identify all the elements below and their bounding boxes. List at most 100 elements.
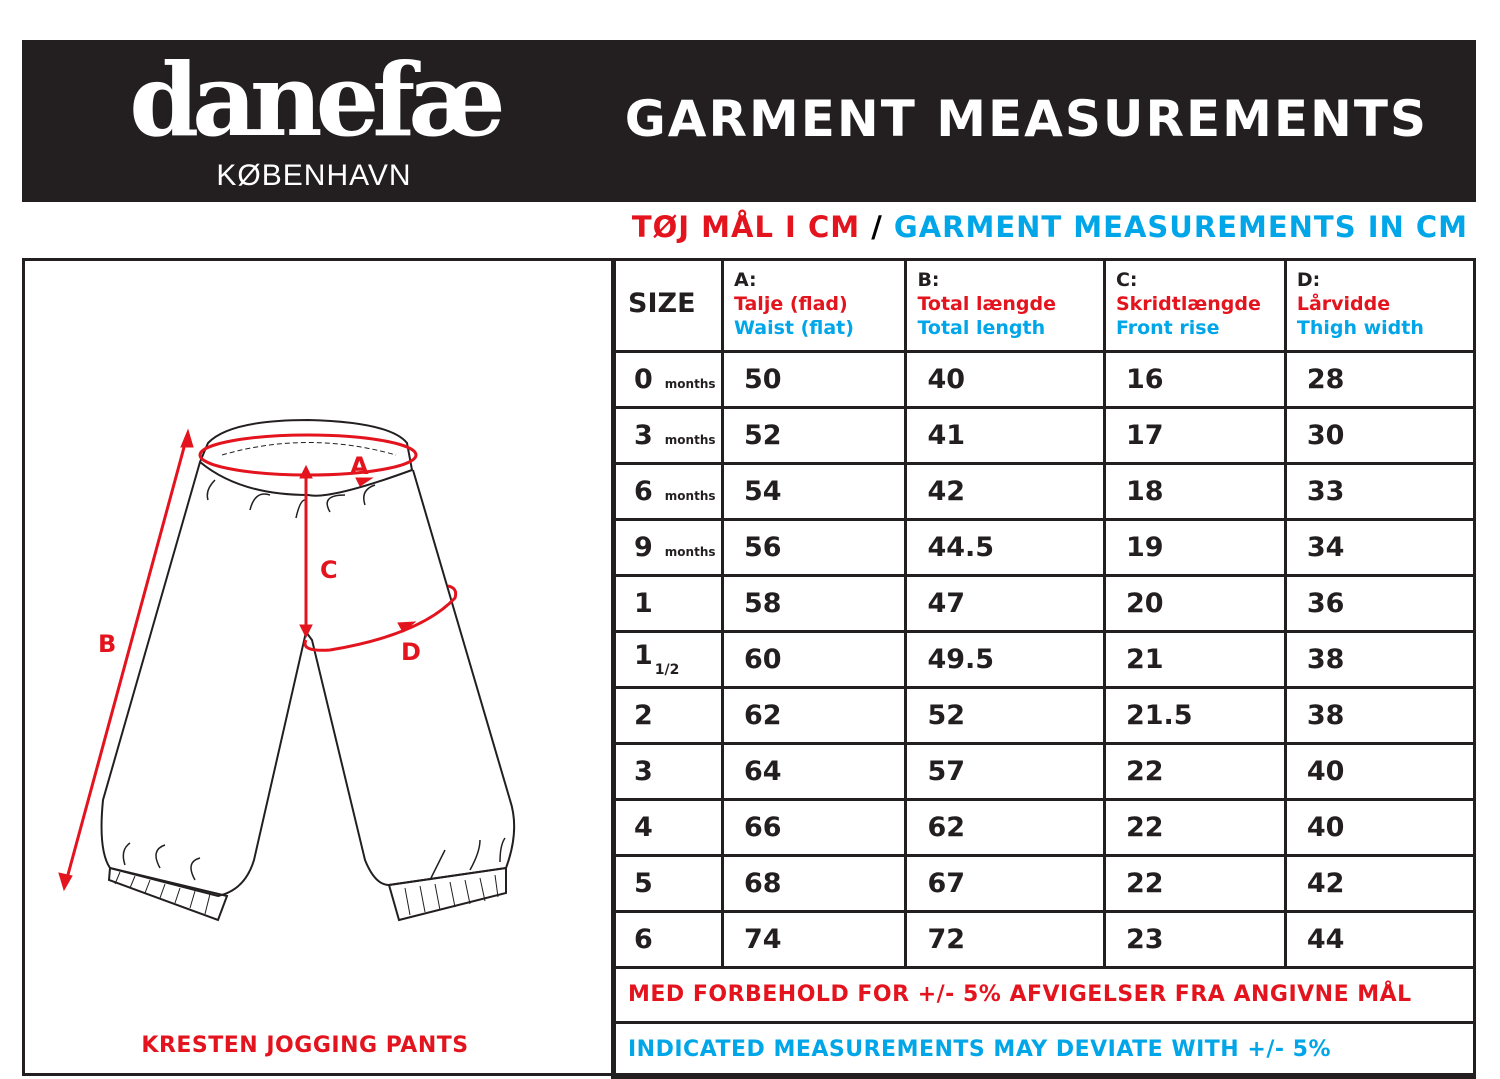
column-header-letter: A:: [733, 268, 757, 291]
measurement-a-cell: 54: [720, 461, 908, 521]
size-unit: months: [664, 544, 716, 559]
measurement-a-cell: 50: [720, 349, 908, 409]
brand-logo: danefæ KØBENHAVN: [104, 40, 524, 202]
size-cell: 3: [611, 741, 724, 801]
measurement-d-cell: 44: [1283, 909, 1476, 969]
column-header: D: Lårvidde Thigh width: [1283, 258, 1476, 353]
measurement-a-cell: 74: [720, 909, 908, 969]
measurement-b-cell: 42: [904, 461, 1106, 521]
size-cell: 6: [611, 909, 724, 969]
column-header-letter: B:: [917, 268, 940, 291]
measurement-c-cell: 21: [1102, 629, 1287, 689]
measurement-b-cell: 47: [904, 573, 1106, 633]
size-unit: months: [664, 488, 716, 503]
size-value: 3: [634, 419, 653, 451]
size-cell: 1 1/2: [611, 629, 724, 689]
column-header-letter: C:: [1115, 268, 1138, 291]
measurement-b-cell: 72: [904, 909, 1106, 969]
column-header-danish: Lårvidde: [1296, 292, 1391, 315]
measurement-b-cell: 49.5: [904, 629, 1106, 689]
measurement-a-cell: 58: [720, 573, 908, 633]
table-row: 3 months 52 41 17 30: [611, 405, 1476, 465]
size-table: SIZE A: Talje (flad) Waist (flat) B: Total l…: [611, 258, 1476, 1079]
label-c: C: [320, 556, 338, 584]
table-row: 6 74 72 23 44: [611, 909, 1476, 969]
column-header-english: Total length: [917, 316, 1046, 339]
note-english: INDICATED MEASUREMENTS MAY DEVIATE WITH …: [611, 1020, 1476, 1079]
measurement-b-cell: 67: [904, 853, 1106, 913]
measurement-d-cell: 34: [1283, 517, 1476, 577]
size-value: 6: [634, 475, 653, 507]
logo-wordmark: danefæ: [129, 41, 506, 159]
thigh-measure-curve: [303, 584, 458, 652]
header-banner: danefæ KØBENHAVN GARMENT MEASUREMENTS: [22, 40, 1476, 202]
logo-city: KØBENHAVN: [216, 159, 412, 192]
measurement-c-cell: 17: [1102, 405, 1287, 465]
measurement-d-cell: 28: [1283, 349, 1476, 409]
size-cell: 5: [611, 853, 724, 913]
size-value: 3: [634, 755, 653, 787]
pants-outline: [100, 418, 516, 922]
column-header: B: Total længde Total length: [904, 258, 1106, 353]
measurement-a-cell: 62: [720, 685, 908, 745]
measurement-d-cell: 36: [1283, 573, 1476, 633]
arrow-head-icon: [355, 477, 374, 487]
column-header-danish: Skridtlængde: [1115, 292, 1261, 315]
measurement-d-cell: 42: [1283, 853, 1476, 913]
arrow-head-icon: [58, 872, 73, 892]
size-value: 0: [634, 363, 653, 395]
subtitle: TØJ MÅL I CM / GARMENT MEASUREMENTS IN C…: [632, 210, 1468, 244]
label-d: D: [401, 638, 421, 666]
measurement-b-cell: 57: [904, 741, 1106, 801]
page-title: GARMENT MEASUREMENTS: [624, 90, 1428, 148]
arrow-head-icon: [299, 624, 313, 639]
table-row: 1 1/2 60 49.5 21 38: [611, 629, 1476, 689]
measurement-a-cell: 52: [720, 405, 908, 465]
label-b: B: [98, 630, 116, 658]
measurement-b-cell: 40: [904, 349, 1106, 409]
size-value: 4: [634, 811, 653, 843]
measurement-c-cell: 20: [1102, 573, 1287, 633]
size-cell: 0 months: [611, 349, 724, 409]
size-unit: months: [664, 432, 716, 447]
size-value: 1: [634, 587, 653, 619]
size-unit: months: [664, 376, 716, 391]
size-cell: 9 months: [611, 517, 724, 577]
size-value: 9: [634, 531, 653, 563]
measurement-c-cell: 22: [1102, 853, 1287, 913]
measurement-c-cell: 22: [1102, 797, 1287, 857]
subtitle-english: GARMENT MEASUREMENTS IN CM: [893, 210, 1468, 244]
measurement-a-cell: 60: [720, 629, 908, 689]
table-row: 9 months 56 44.5 19 34: [611, 517, 1476, 577]
subtitle-danish: TØJ MÅL I CM: [631, 210, 861, 244]
size-cell: 3 months: [611, 405, 724, 465]
measurement-c-cell: 19: [1102, 517, 1287, 577]
measurement-d-cell: 40: [1283, 797, 1476, 857]
measurement-c-cell: 16: [1102, 349, 1287, 409]
measurement-a-cell: 56: [720, 517, 908, 577]
measurement-a-cell: 66: [720, 797, 908, 857]
note-danish: MED FORBEHOLD FOR +/- 5% AFVIGELSER FRA …: [611, 965, 1476, 1024]
label-a: A: [350, 452, 369, 480]
table-row: 4 66 62 22 40: [611, 797, 1476, 857]
column-header: A: Talje (flad) Waist (flat): [720, 258, 908, 353]
measurement-a-cell: 68: [720, 853, 908, 913]
measurement-c-cell: 21.5: [1102, 685, 1287, 745]
size-header: SIZE: [611, 258, 724, 353]
subtitle-separator: /: [871, 210, 883, 244]
column-header-english: Front rise: [1115, 316, 1220, 339]
measurement-c-cell: 23: [1102, 909, 1287, 969]
note-row: MED FORBEHOLD FOR +/- 5% AFVIGELSER FRA …: [611, 965, 1476, 1024]
column-header-english: Thigh width: [1296, 316, 1424, 339]
column-header-danish: Talje (flad): [733, 292, 848, 315]
table-row: 5 68 67 22 42: [611, 853, 1476, 913]
size-value: 2: [634, 699, 653, 731]
column-header: C: Skridtlængde Front rise: [1102, 258, 1287, 353]
column-header-letter: D:: [1296, 268, 1321, 291]
measurement-c-cell: 18: [1102, 461, 1287, 521]
pants-diagram: A B C D: [58, 418, 516, 922]
size-value: 1: [634, 640, 653, 671]
measurement-c-cell: 22: [1102, 741, 1287, 801]
measurement-b-cell: 44.5: [904, 517, 1106, 577]
size-fraction: 1/2: [654, 662, 680, 678]
